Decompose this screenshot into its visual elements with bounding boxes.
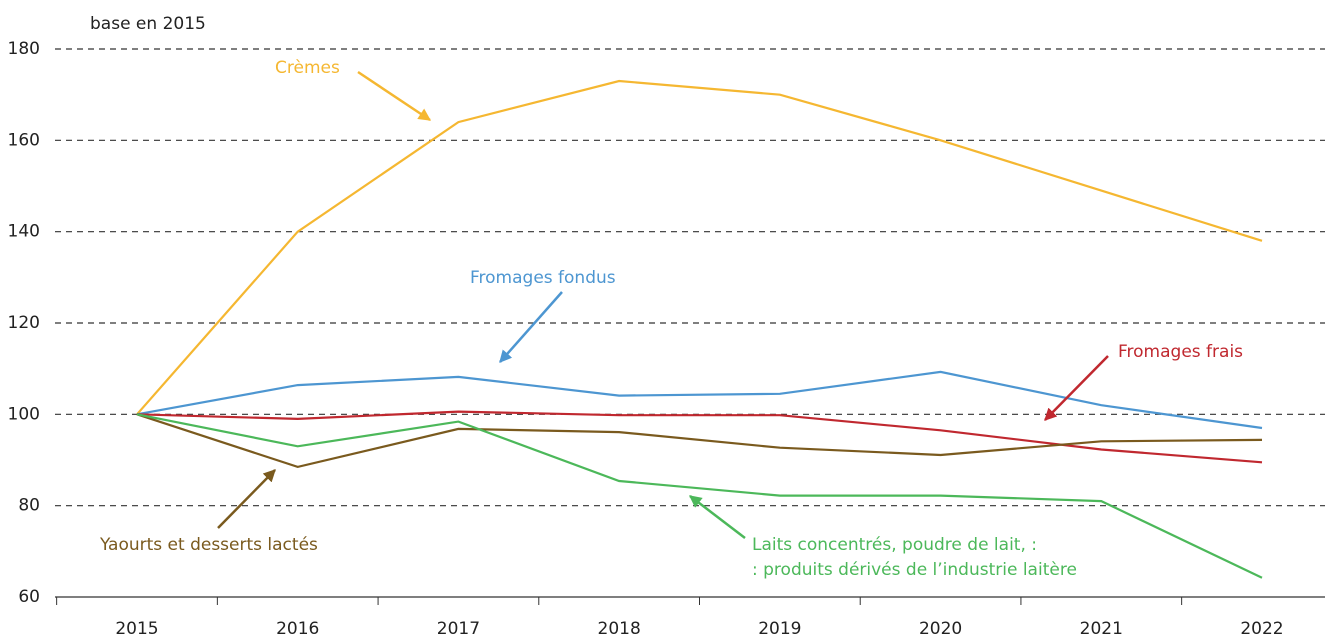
series-line bbox=[136, 413, 1263, 469]
y-tick-label: 140 bbox=[8, 222, 40, 242]
x-tick-label: 2016 bbox=[276, 619, 319, 638]
x-tick-label: 2019 bbox=[758, 619, 801, 638]
annotation-arrow bbox=[1044, 355, 1109, 421]
y-tick-label: 80 bbox=[18, 496, 40, 516]
series-line bbox=[136, 79, 1263, 416]
annotation-arrow bbox=[357, 70, 432, 122]
annotation: Fromages fondus bbox=[470, 268, 616, 288]
annotation-arrow bbox=[689, 495, 746, 539]
annotation: Laits concentrés, poudre de lait, : bbox=[752, 535, 1037, 555]
annotation: Fromages frais bbox=[1118, 342, 1243, 362]
x-tick-label: 2020 bbox=[919, 619, 962, 638]
y-tick-label: 120 bbox=[8, 313, 40, 333]
annotation-arrow bbox=[499, 291, 563, 363]
x-tick-label: 2021 bbox=[1080, 619, 1123, 638]
series-line bbox=[136, 370, 1263, 430]
y-tick-label: 100 bbox=[8, 404, 40, 424]
annotation: Crèmes bbox=[275, 58, 340, 78]
annotation: : produits dérivés de l’industrie laitèr… bbox=[752, 560, 1077, 580]
y-tick-label: 60 bbox=[18, 587, 40, 607]
y-axis-label: base en 2015 bbox=[90, 14, 206, 34]
y-tick-label: 160 bbox=[8, 130, 40, 150]
series-line bbox=[136, 413, 1263, 579]
y-tick-label: 180 bbox=[8, 39, 40, 59]
series-line bbox=[136, 410, 1263, 464]
annotation-arrow bbox=[217, 469, 276, 529]
annotation: Yaourts et desserts lactés bbox=[99, 535, 318, 555]
x-tick-label: 2022 bbox=[1240, 619, 1283, 638]
x-tick-label: 2017 bbox=[437, 619, 480, 638]
x-tick-label: 2015 bbox=[115, 619, 158, 638]
x-tick-label: 2018 bbox=[598, 619, 641, 638]
